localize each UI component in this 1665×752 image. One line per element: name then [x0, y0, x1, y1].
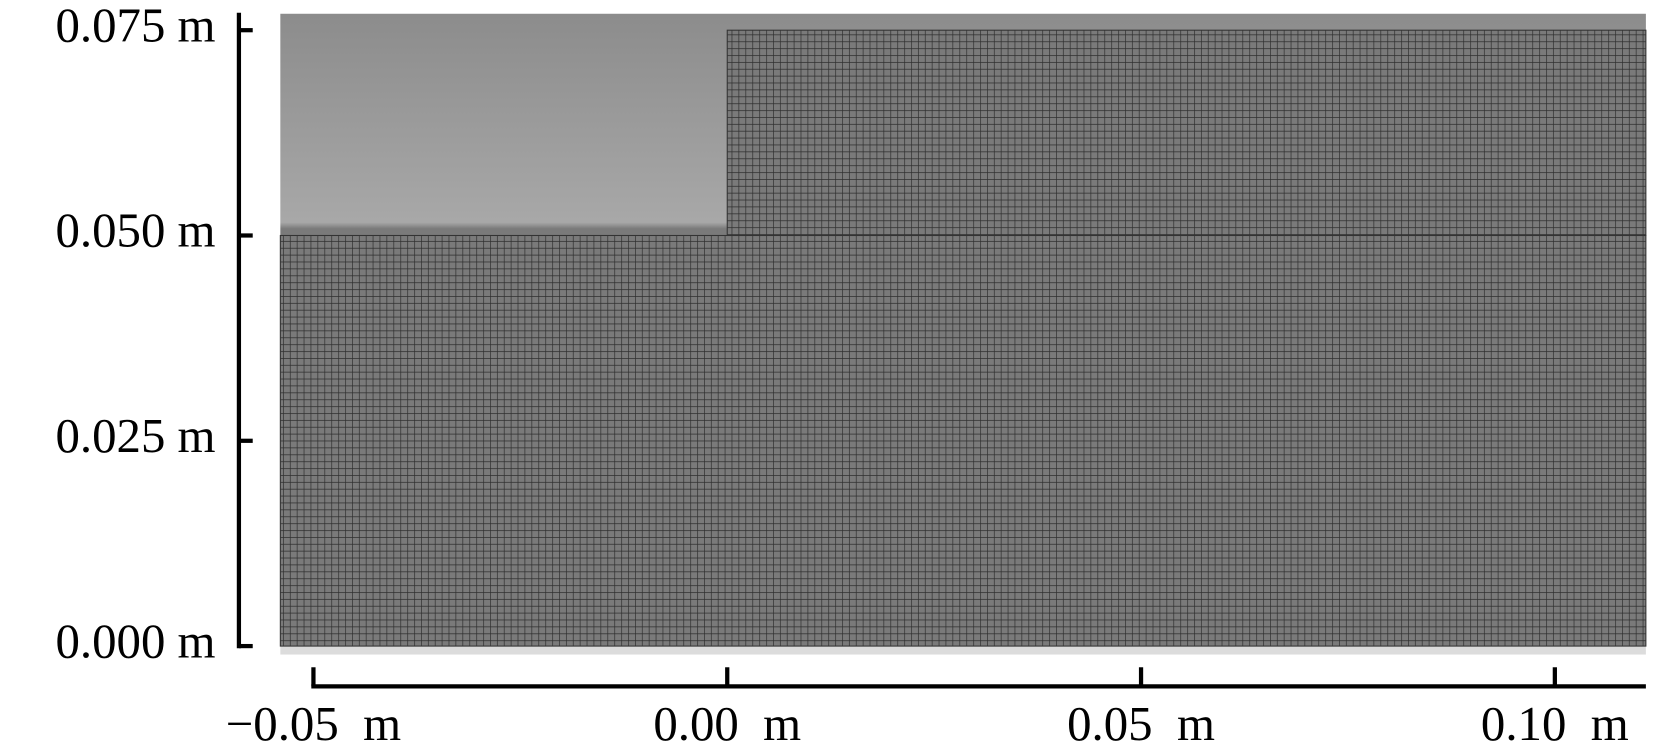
y-tick-label: 0.075 m	[55, 0, 215, 52]
base-strip	[280, 646, 1646, 655]
y-tick-label: 0.000 m	[55, 614, 215, 668]
y-tick-label: 0.025 m	[55, 409, 215, 463]
mesh-region	[726, 29, 1647, 237]
x-tick-label: 0.05 m	[1067, 697, 1215, 751]
x-tick-label: 0.10 m	[1481, 697, 1629, 751]
mesh-region	[279, 234, 1647, 647]
y-tick-label: 0.050 m	[55, 204, 215, 258]
x-tick-label: 0.00 m	[653, 697, 801, 751]
x-tick-label: −0.05 m	[226, 697, 401, 751]
